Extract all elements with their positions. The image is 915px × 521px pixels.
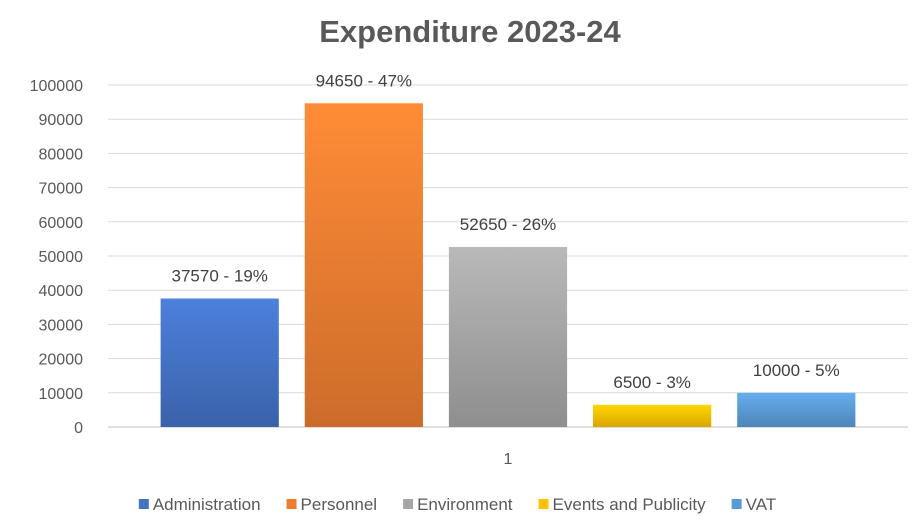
bars — [160, 103, 856, 427]
data-label-personnel: 94650 - 47% — [316, 71, 412, 90]
legend-swatch — [138, 499, 149, 509]
y-tick-label: 60000 — [39, 215, 84, 232]
x-axis-ticks: 1 — [504, 451, 513, 468]
bar-personnel — [304, 103, 423, 427]
y-tick-label: 100000 — [30, 78, 83, 95]
legend-item-administration: Administration — [138, 495, 261, 514]
legend-swatch — [286, 499, 297, 509]
legend-label: Events and Publicity — [553, 495, 707, 514]
chart-title: Expenditure 2023-24 — [319, 14, 621, 49]
legend-label: Environment — [417, 495, 513, 514]
y-tick-label: 90000 — [39, 112, 84, 129]
y-tick-label: 70000 — [39, 181, 84, 198]
legend: Administration Personnel Environment Events… — [138, 495, 777, 514]
legend-swatch — [538, 499, 549, 509]
legend-label: VAT — [746, 495, 777, 514]
y-tick-label: 80000 — [39, 146, 84, 163]
y-tick-label: 40000 — [39, 283, 84, 300]
y-tick-label: 10000 — [39, 386, 84, 403]
bar-events-and-publicity — [593, 404, 712, 427]
legend-item-vat: VAT — [731, 495, 777, 514]
data-label-vat: 10000 - 5% — [753, 361, 840, 380]
legend-label: Personnel — [301, 495, 378, 514]
legend-swatch — [731, 499, 742, 509]
y-tick-label: 0 — [74, 420, 83, 437]
legend-label: Administration — [153, 495, 261, 514]
bar-vat — [737, 392, 856, 427]
y-tick-label: 20000 — [39, 352, 84, 369]
y-axis-ticks: 0 10000 20000 30000 40000 50000 60000 70000 8000… — [30, 78, 83, 437]
y-tick-label: 30000 — [39, 317, 84, 334]
bar-administration — [160, 298, 279, 427]
data-label-environment: 52650 - 26% — [460, 215, 556, 234]
legend-item-events-and-publicity: Events and Publicity — [538, 495, 707, 514]
legend-swatch — [403, 499, 414, 509]
legend-item-personnel: Personnel — [286, 495, 378, 514]
y-tick-label: 50000 — [39, 249, 84, 266]
data-label-administration: 37570 - 19% — [172, 267, 268, 286]
data-labels: 37570 - 19% 94650 - 47% 52650 - 26% 6500 - … — [172, 71, 840, 391]
bar-environment — [448, 246, 568, 427]
x-tick-label: 1 — [504, 451, 513, 468]
legend-item-environment: Environment — [403, 495, 513, 514]
data-label-events-and-publicity: 6500 - 3% — [613, 373, 691, 392]
